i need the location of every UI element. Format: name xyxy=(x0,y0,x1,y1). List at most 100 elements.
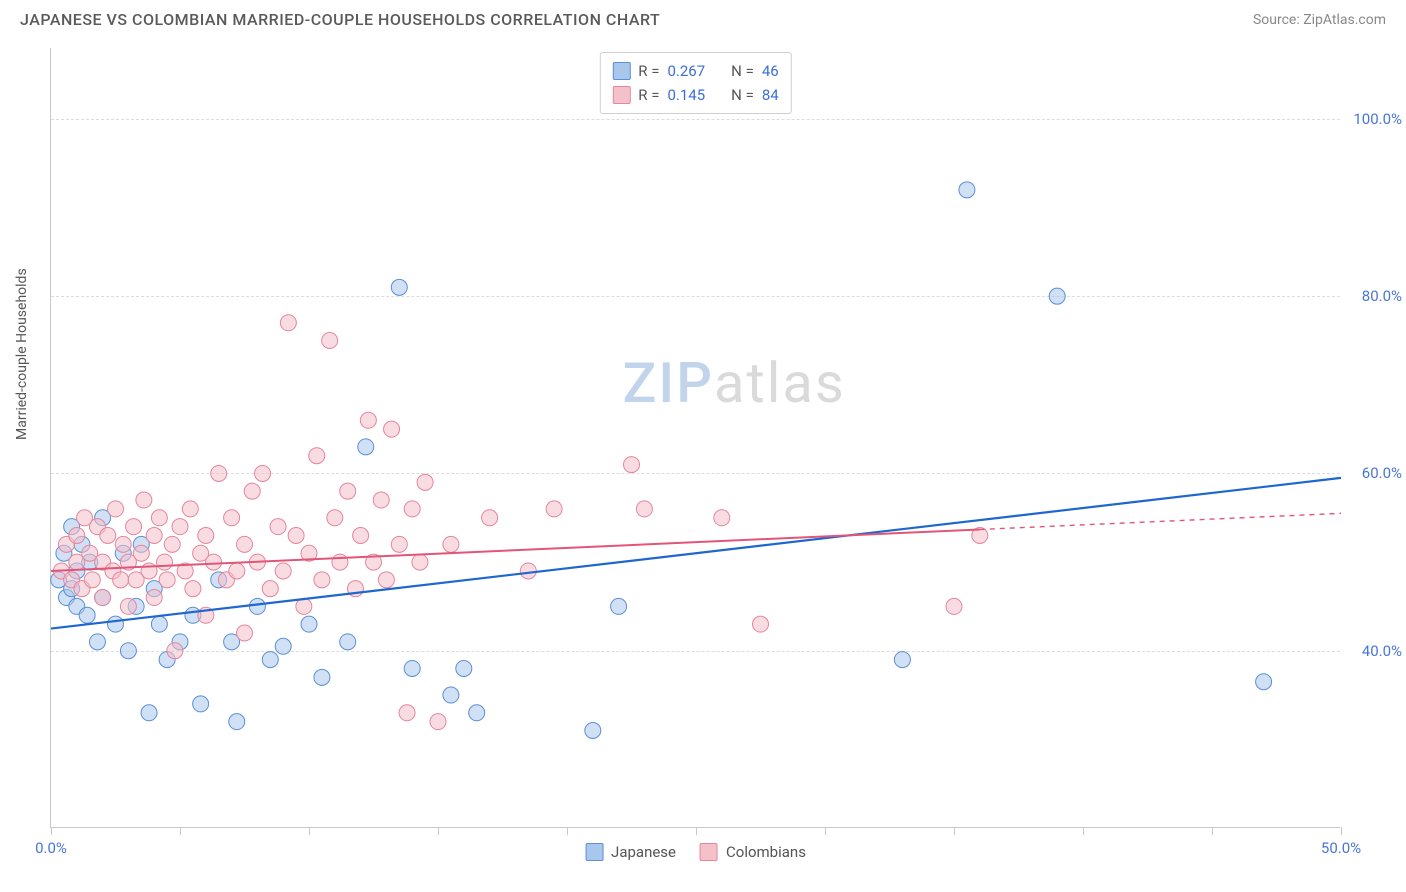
data-point xyxy=(417,474,433,490)
data-point xyxy=(340,483,356,499)
data-point xyxy=(249,598,265,614)
data-point xyxy=(95,590,111,606)
trend-line-dashed xyxy=(980,513,1341,529)
data-point xyxy=(126,519,142,535)
data-point xyxy=(296,598,312,614)
data-point xyxy=(314,669,330,685)
legend-row-japanese: R = 0.267 N = 46 xyxy=(612,59,778,83)
swatch-colombians xyxy=(612,86,630,104)
data-point xyxy=(1256,674,1272,690)
data-point xyxy=(115,536,131,552)
data-point xyxy=(136,492,152,508)
n-label: N = xyxy=(731,83,754,107)
data-point xyxy=(353,528,369,544)
data-point xyxy=(373,492,389,508)
data-point xyxy=(546,501,562,517)
legend-label: Japanese xyxy=(611,843,676,861)
x-tick xyxy=(51,827,52,835)
x-tick xyxy=(309,827,310,835)
data-point xyxy=(262,652,278,668)
x-tick xyxy=(696,827,697,835)
data-point xyxy=(237,536,253,552)
n-label: N = xyxy=(731,59,754,83)
data-point xyxy=(404,501,420,517)
data-point xyxy=(384,421,400,437)
r-value: 0.145 xyxy=(667,83,705,107)
data-point xyxy=(206,554,222,570)
y-tick-label: 80.0% xyxy=(1362,287,1402,305)
data-point xyxy=(89,634,105,650)
data-point xyxy=(108,616,124,632)
legend-item-japanese: Japanese xyxy=(585,843,676,861)
data-point xyxy=(275,563,291,579)
data-point xyxy=(469,705,485,721)
data-point xyxy=(141,705,157,721)
data-point xyxy=(275,638,291,654)
data-point xyxy=(185,581,201,597)
data-point xyxy=(959,182,975,198)
data-point xyxy=(182,501,198,517)
data-point xyxy=(255,465,271,481)
data-point xyxy=(636,501,652,517)
x-tick-label: 50.0% xyxy=(1321,839,1361,857)
chart-title: JAPANESE VS COLOMBIAN MARRIED-COUPLE HOU… xyxy=(20,10,660,29)
data-point xyxy=(314,572,330,588)
data-point xyxy=(482,510,498,526)
data-point xyxy=(391,536,407,552)
data-point xyxy=(322,333,338,349)
data-point xyxy=(120,643,136,659)
y-tick-label: 100.0% xyxy=(1353,110,1402,128)
data-point xyxy=(399,705,415,721)
data-point xyxy=(585,723,601,739)
data-point xyxy=(340,634,356,650)
x-tick xyxy=(567,827,568,835)
data-point xyxy=(262,581,278,597)
data-point xyxy=(520,563,536,579)
data-point xyxy=(229,714,245,730)
data-point xyxy=(211,465,227,481)
r-value: 0.267 xyxy=(667,59,705,83)
data-point xyxy=(79,607,95,623)
legend-row-colombians: R = 0.145 N = 84 xyxy=(612,83,778,107)
data-point xyxy=(360,412,376,428)
x-tick xyxy=(825,827,826,835)
data-point xyxy=(456,660,472,676)
data-point xyxy=(358,439,374,455)
x-tick xyxy=(1083,827,1084,835)
y-tick-label: 40.0% xyxy=(1362,642,1402,660)
data-point xyxy=(172,519,188,535)
data-point xyxy=(224,510,240,526)
data-point xyxy=(193,696,209,712)
data-point xyxy=(309,448,325,464)
swatch-japanese xyxy=(585,843,603,861)
data-point xyxy=(624,457,640,473)
data-point xyxy=(280,315,296,331)
legend-item-colombians: Colombians xyxy=(700,843,806,861)
data-point xyxy=(378,572,394,588)
trend-line xyxy=(51,529,980,570)
swatch-colombians xyxy=(700,843,718,861)
data-point xyxy=(113,572,129,588)
data-point xyxy=(611,598,627,614)
x-tick-label: 0.0% xyxy=(35,839,67,857)
data-point xyxy=(69,528,85,544)
x-tick xyxy=(1341,827,1342,835)
correlation-legend: R = 0.267 N = 46 R = 0.145 N = 84 xyxy=(599,52,791,114)
data-point xyxy=(1049,288,1065,304)
data-point xyxy=(133,545,149,561)
data-point xyxy=(714,510,730,526)
data-point xyxy=(120,598,136,614)
data-point xyxy=(100,528,116,544)
data-point xyxy=(430,714,446,730)
n-value: 46 xyxy=(762,59,779,83)
data-point xyxy=(443,687,459,703)
n-value: 84 xyxy=(762,83,779,107)
data-point xyxy=(946,598,962,614)
data-point xyxy=(270,519,286,535)
y-axis-label: Married-couple Households xyxy=(14,268,30,440)
data-point xyxy=(412,554,428,570)
data-point xyxy=(391,279,407,295)
data-point xyxy=(164,536,180,552)
data-point xyxy=(108,501,124,517)
x-tick xyxy=(954,827,955,835)
